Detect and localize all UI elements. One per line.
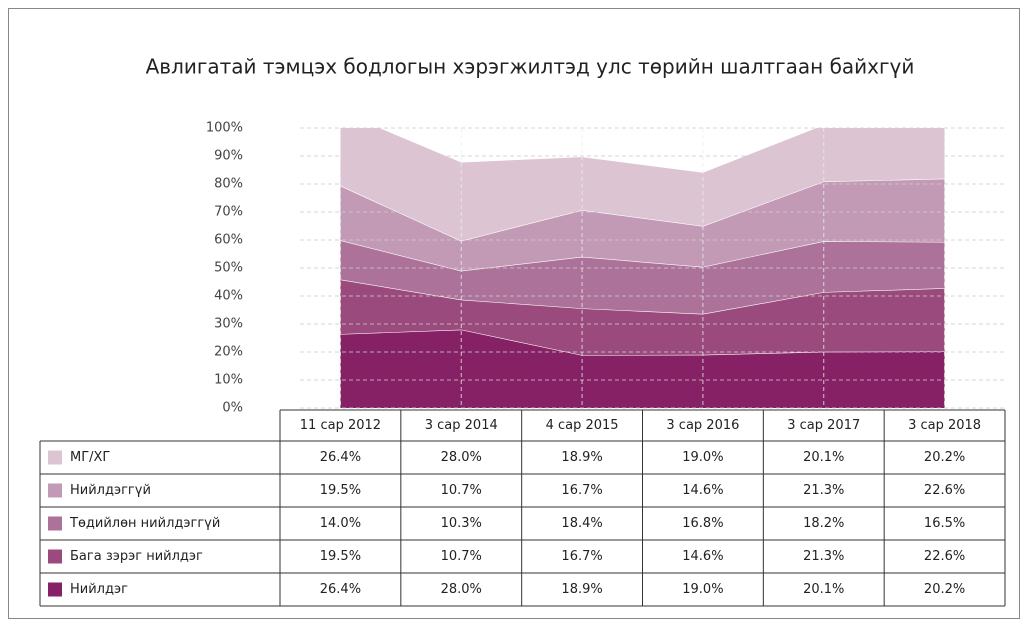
frame [8, 8, 1020, 619]
y-tick-label: 60% [214, 233, 243, 248]
table-cell: 18.9% [561, 450, 602, 465]
legend-label: Нийлдэггүй [70, 483, 151, 498]
table-cell: 18.2% [803, 516, 844, 531]
table-cell: 20.2% [924, 582, 965, 597]
column-header: 3 сар 2017 [787, 418, 860, 433]
y-tick-label: 30% [214, 317, 243, 332]
y-tick-label: 0% [222, 401, 243, 416]
table-cell: 19.0% [682, 450, 723, 465]
area [340, 279, 945, 356]
legend-swatch [48, 483, 62, 498]
table-cell: 14.0% [320, 516, 361, 531]
legend-swatch [48, 582, 62, 597]
area [340, 178, 945, 271]
table-cell: 19.5% [320, 549, 361, 564]
table-cell: 16.5% [924, 516, 965, 531]
y-tick-label: 70% [214, 205, 243, 220]
y-tick-label: 40% [214, 289, 243, 304]
table-cell: 20.1% [803, 582, 844, 597]
table-cell: 10.7% [441, 483, 482, 498]
column-header: 11 сар 2012 [300, 418, 381, 433]
table-cell: 19.5% [320, 483, 361, 498]
legend-label: Бага зэрэг нийлдэг [70, 549, 203, 564]
column-header: 4 сар 2015 [546, 418, 619, 433]
table-cell: 28.0% [441, 450, 482, 465]
table-cell: 20.2% [924, 450, 965, 465]
table-cell: 22.6% [924, 483, 965, 498]
y-tick-label: 90% [214, 149, 243, 164]
column-header: 3 сар 2016 [666, 418, 739, 433]
table-cell: 16.7% [561, 549, 602, 564]
table-cell: 26.4% [320, 582, 361, 597]
table-cell: 14.6% [682, 483, 723, 498]
area-edge [340, 328, 945, 356]
chart-title: Авлигатай тэмцэх бодлогын хэрэгжилтэд ул… [146, 55, 915, 79]
table-cell: 10.7% [441, 549, 482, 564]
y-tick-label: 10% [214, 373, 243, 388]
table-cell: 18.4% [561, 516, 602, 531]
legend-label: МГ/ХГ [70, 450, 110, 465]
table-cell: 20.1% [803, 450, 844, 465]
column-header: 3 сар 2018 [908, 418, 981, 433]
table-cell: 14.6% [682, 549, 723, 564]
legend-label: Төдийлөн нийлдэггүй [69, 516, 220, 531]
y-tick-label: 50% [214, 261, 243, 276]
legend-swatch [48, 549, 62, 564]
y-tick-label: 100% [206, 121, 243, 136]
legend-swatch [48, 450, 62, 465]
table-cell: 10.3% [441, 516, 482, 531]
legend-label: Нийлдэг [70, 582, 128, 597]
table-cell: 21.3% [803, 549, 844, 564]
column-header: 3 сар 2014 [425, 418, 498, 433]
table-cell: 16.8% [682, 516, 723, 531]
table-cell: 16.7% [561, 483, 602, 498]
table-cell: 21.3% [803, 483, 844, 498]
area [340, 329, 945, 408]
table-cell: 28.0% [441, 582, 482, 597]
y-tick-label: 80% [214, 177, 243, 192]
table-cell: 26.4% [320, 450, 361, 465]
table-cell: 19.0% [682, 582, 723, 597]
table-cell: 18.9% [561, 582, 602, 597]
legend-swatch [48, 516, 62, 531]
table-cell: 22.6% [924, 549, 965, 564]
y-tick-label: 20% [214, 345, 243, 360]
